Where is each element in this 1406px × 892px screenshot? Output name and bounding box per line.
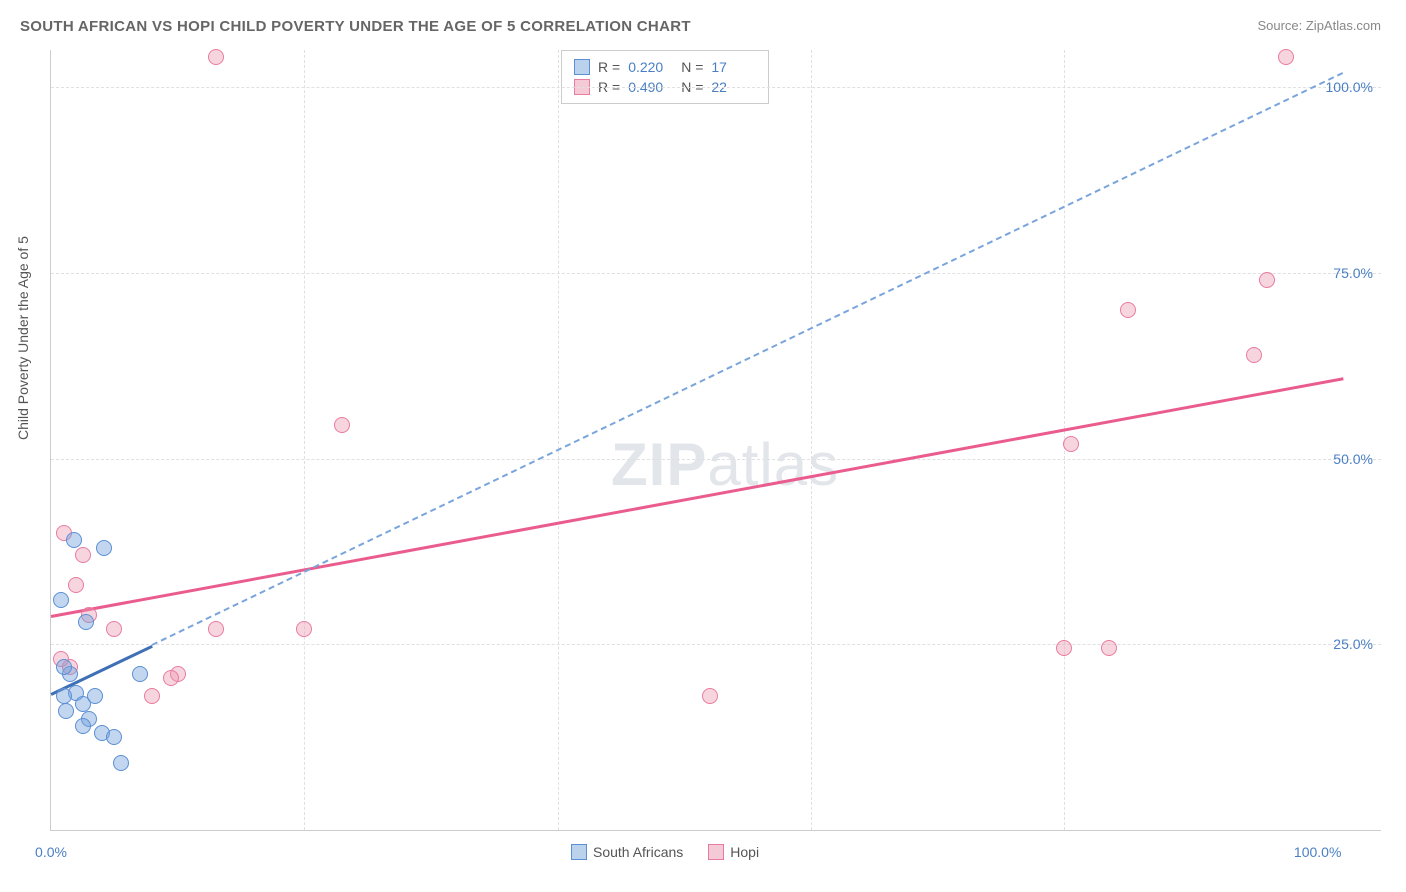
n-blue-value: 17 <box>711 59 756 75</box>
bottom-legend: South Africans Hopi <box>571 844 759 860</box>
chart-title: SOUTH AFRICAN VS HOPI CHILD POVERTY UNDE… <box>20 18 691 35</box>
scatter-point <box>56 688 72 704</box>
scatter-point <box>78 614 94 630</box>
scatter-point <box>144 688 160 704</box>
legend-pink-label: Hopi <box>730 844 759 860</box>
scatter-point <box>1246 347 1262 363</box>
source-credit: Source: ZipAtlas.com <box>1257 18 1381 33</box>
n-label: N = <box>681 59 703 75</box>
gridline-v <box>304 50 305 830</box>
scatter-point <box>1101 640 1117 656</box>
watermark-light: atlas <box>707 431 839 498</box>
gridline-h <box>51 459 1381 460</box>
scatter-point <box>75 547 91 563</box>
gridline-h <box>51 87 1381 88</box>
y-axis-label: Child Poverty Under the Age of 5 <box>15 236 31 440</box>
r-label: R = <box>598 59 620 75</box>
x-tick-label: 0.0% <box>35 844 67 860</box>
scatter-point <box>208 49 224 65</box>
x-tick-label: 100.0% <box>1294 844 1341 860</box>
gridline-h <box>51 273 1381 274</box>
chart-container: SOUTH AFRICAN VS HOPI CHILD POVERTY UNDE… <box>0 0 1406 892</box>
legend-item-blue: South Africans <box>571 844 683 860</box>
swatch-blue-icon <box>574 59 590 75</box>
scatter-point <box>702 688 718 704</box>
scatter-point <box>1063 436 1079 452</box>
scatter-point <box>208 621 224 637</box>
gridline-v <box>558 50 559 830</box>
scatter-point <box>113 755 129 771</box>
scatter-point <box>106 729 122 745</box>
y-tick-label: 100.0% <box>1326 79 1373 95</box>
scatter-point <box>1120 302 1136 318</box>
scatter-point <box>106 621 122 637</box>
stats-legend-box: R = 0.220 N = 17 R = 0.490 N = 22 <box>561 50 769 104</box>
trend-line <box>51 377 1343 617</box>
stats-row-blue: R = 0.220 N = 17 <box>574 57 756 77</box>
source-label: Source: <box>1257 18 1305 33</box>
scatter-point <box>163 670 179 686</box>
scatter-point <box>1278 49 1294 65</box>
scatter-point <box>87 688 103 704</box>
source-name: ZipAtlas.com <box>1306 18 1381 33</box>
scatter-point <box>58 703 74 719</box>
scatter-point <box>68 577 84 593</box>
swatch-blue-icon <box>571 844 587 860</box>
y-tick-label: 75.0% <box>1333 265 1373 281</box>
scatter-point <box>296 621 312 637</box>
plot-area: ZIPatlas R = 0.220 N = 17 R = 0.490 N = … <box>50 50 1381 831</box>
scatter-point <box>53 592 69 608</box>
legend-item-pink: Hopi <box>708 844 759 860</box>
scatter-point <box>56 659 72 675</box>
trend-line <box>152 72 1344 646</box>
scatter-point <box>132 666 148 682</box>
scatter-point <box>66 532 82 548</box>
r-blue-value: 0.220 <box>628 59 673 75</box>
scatter-point <box>334 417 350 433</box>
gridline-v <box>811 50 812 830</box>
y-tick-label: 50.0% <box>1333 451 1373 467</box>
legend-blue-label: South Africans <box>593 844 683 860</box>
scatter-point <box>1259 272 1275 288</box>
y-tick-label: 25.0% <box>1333 636 1373 652</box>
scatter-point <box>1056 640 1072 656</box>
gridline-h <box>51 644 1381 645</box>
scatter-point <box>75 718 91 734</box>
watermark-bold: ZIP <box>611 431 707 498</box>
swatch-pink-icon <box>708 844 724 860</box>
scatter-point <box>96 540 112 556</box>
watermark: ZIPatlas <box>611 430 839 499</box>
